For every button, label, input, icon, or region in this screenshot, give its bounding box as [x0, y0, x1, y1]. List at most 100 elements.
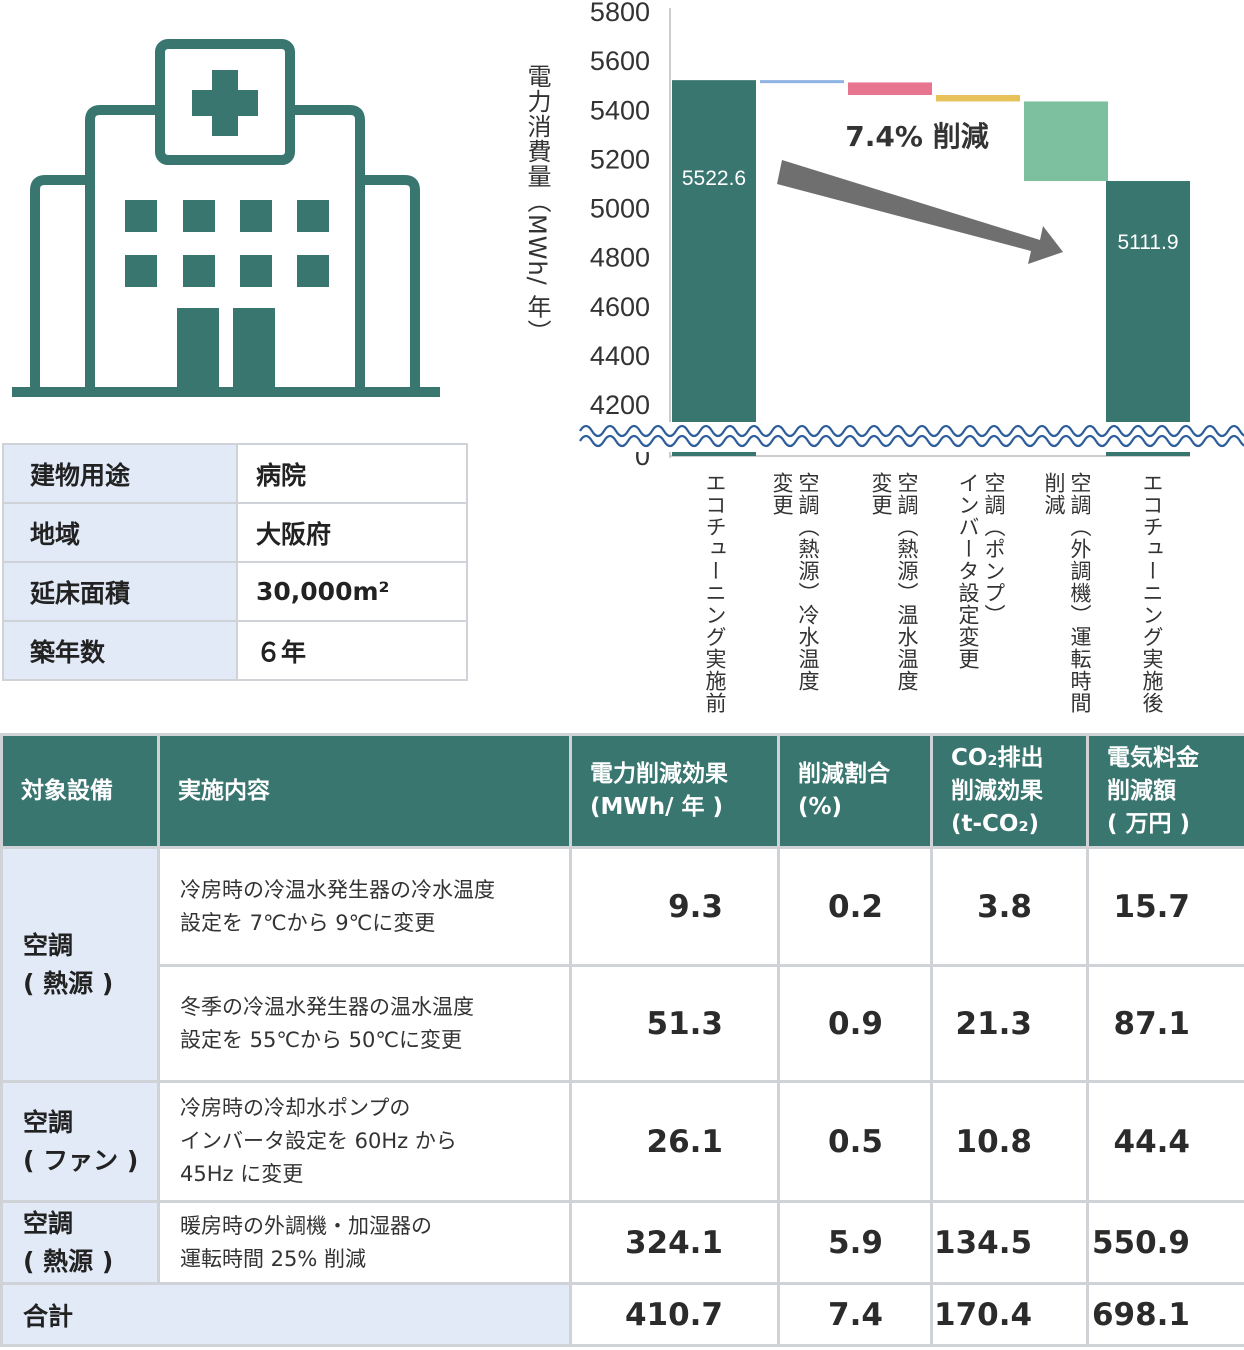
y-tick-label: 4600 [590, 292, 650, 322]
results-table: 対象設備 実施内容 電力削減効果 (MWh/ 年 ) 削減割合 (%) CO₂排出削減効果 (… [0, 733, 1244, 1347]
description-line: 冬季の冷温水発生器の温水温度 [180, 994, 474, 1019]
description-line: 冷房時の冷却水ポンプの [180, 1096, 411, 1120]
reduction-ratio-cell: 5.9 [777, 1200, 933, 1285]
power-saving-cell: 9.3 [569, 846, 780, 967]
y-tick-label: 4400 [590, 341, 650, 371]
total-ratio-cell: 7.4 [777, 1282, 933, 1347]
category-label: エコチューニング実施前 [703, 472, 727, 714]
y-tick-label: 5600 [590, 46, 650, 76]
column-header: 電力削減効果 (MWh/ 年 ) [569, 733, 780, 849]
category-label: 変更 [770, 472, 794, 516]
description-line: 45Hz に変更 [180, 1162, 304, 1186]
equipment-label: ( 熱源 ) [23, 968, 114, 998]
column-header: 削減割合 (%) [777, 733, 933, 849]
description-cell: 暖房時の外調機・加湿器の 運転時間 25% 削減 [157, 1200, 572, 1285]
y-tick-label: 5000 [590, 194, 650, 224]
co2-reduction-cell: 3.8 [930, 846, 1089, 967]
info-value: 病院 [236, 443, 468, 504]
reduction-ratio-cell: 0.5 [777, 1080, 933, 1203]
description-cell: 冷房時の冷却水ポンプのインバータ設定を 60Hz から 45Hz に変更 [157, 1080, 572, 1203]
column-header: 電気料金削減額 ( 万円 ) [1086, 733, 1244, 849]
y-tick-label: 4200 [590, 390, 650, 420]
column-header-line: 電力削減効果 [590, 761, 728, 787]
column-header-line: 実施内容 [178, 777, 270, 804]
description-line: 暖房時の外調機・加湿器の [180, 1213, 432, 1238]
equipment-cell: 空調 ( 熱源 ) [0, 846, 160, 1083]
chart-plot: 5800560054005200500048004600440042000552… [578, 0, 1244, 471]
total-power-cell: 410.7 [569, 1282, 780, 1347]
equipment-cell: 空調 ( ファン ) [0, 1080, 160, 1203]
description-line: 設定を 55℃から 50℃に変更 [180, 1027, 462, 1052]
total-cost-cell: 698.1 [1086, 1282, 1244, 1347]
info-row: 延床面積 30,000m² [2, 561, 468, 622]
equipment-cell: 空調 ( 熱源 ) [0, 1200, 160, 1285]
column-header: 実施内容 [157, 733, 572, 849]
bar-step-3 [936, 95, 1020, 102]
cost-saving-cell: 15.7 [1086, 846, 1244, 967]
reduction-arrow [777, 160, 1063, 264]
column-header-line: 削減効果 [951, 777, 1043, 804]
co2-reduction-cell: 10.8 [930, 1080, 1089, 1203]
description-cell: 冬季の冷温水発生器の温水温度 設定を 55℃から 50℃に変更 [157, 964, 572, 1083]
y-tick-label: 5400 [590, 95, 650, 125]
table-row: 空調( 熱源 ) 暖房時の外調機・加湿器の 運転時間 25% 削減 324.1 5.9 1… [0, 1200, 1244, 1285]
info-value: 大阪府 [236, 502, 468, 563]
equipment-label: 空調 [23, 1107, 74, 1137]
description-line: 運転時間 25% 削減 [180, 1246, 367, 1271]
category-label: エコチューニング実施後 [1140, 472, 1164, 714]
equipment-label: ( 熱源 ) [23, 1246, 114, 1276]
power-saving-cell: 324.1 [569, 1200, 780, 1285]
info-key: 地域 [2, 502, 238, 563]
column-header-line: 削減額 [1107, 777, 1176, 804]
power-saving-cell: 26.1 [569, 1080, 780, 1203]
category-label: インバータ設定変更 [956, 472, 980, 670]
total-label: 合計 [0, 1282, 572, 1347]
reduction-ratio-cell: 0.9 [777, 964, 933, 1083]
column-header-line: CO₂排出 [951, 744, 1044, 771]
info-key: 延床面積 [2, 561, 238, 622]
cost-saving-cell: 550.9 [1086, 1200, 1244, 1285]
category-label: 空調（外調機）運転時間 [1068, 472, 1092, 714]
equipment-label: ( ファン ) [23, 1145, 139, 1175]
bar-step-4 [1024, 101, 1108, 182]
bar-before [672, 80, 756, 456]
cost-saving-cell: 87.1 [1086, 964, 1244, 1083]
bar-after [1106, 181, 1190, 456]
equipment-label: 空調 [23, 1208, 74, 1238]
table-row: 空調 ( ファン ) 冷房時の冷却水ポンプのインバータ設定を 60Hz から 45Hz… [0, 1080, 1244, 1203]
waterfall-chart: 電力消費量（MWh/ 年） 5800 5600 5400 5200 5000 4800 46… [500, 0, 1244, 730]
column-header-line: 電気料金 [1107, 744, 1199, 771]
co2-reduction-cell: 134.5 [930, 1200, 1089, 1285]
info-value: 30,000m² [236, 561, 468, 622]
axis-break-wave [579, 434, 1244, 448]
description-line: インバータ設定を 60Hz から [180, 1129, 457, 1153]
category-label: 空調（熱源）温水温度 [895, 472, 919, 692]
hospital-icon [12, 39, 440, 397]
column-header-line: ( 万円 ) [1107, 810, 1191, 837]
bar-step-2 [848, 82, 932, 96]
equipment-label: 空調 [23, 930, 74, 960]
bar-value-label: 5111.9 [1117, 231, 1178, 254]
table-header-row: 対象設備 実施内容 電力削減効果 (MWh/ 年 ) 削減割合 (%) CO₂排出削減効果 (… [0, 733, 1244, 849]
axis-break-wave [579, 424, 1244, 438]
y-tick-label: 5800 [590, 0, 650, 27]
description-line: 設定を 7℃から 9℃に変更 [180, 910, 436, 935]
info-row: 建物用途 病院 [2, 443, 468, 504]
info-key: 建物用途 [2, 443, 238, 504]
description-line: 冷房時の冷温水発生器の冷水温度 [180, 877, 495, 902]
column-header-line: (t-CO₂) [951, 810, 1040, 837]
column-header-line: (MWh/ 年 ) [590, 794, 724, 820]
column-header-line: 削減割合 [798, 761, 890, 787]
y-axis-label: 電力消費量（MWh/ 年） [523, 64, 551, 345]
table-row: 空調 ( 熱源 ) 冷房時の冷温水発生器の冷水温度 設定を 7℃から 9℃に変更 9.3… [0, 846, 1244, 1083]
column-header-line: 対象設備 [21, 777, 113, 804]
info-value: ６年 [236, 620, 468, 681]
column-header-line: (%) [798, 794, 843, 820]
category-label: 空調（熱源）冷水温度 [796, 472, 820, 692]
building-info-table: 建物用途 病院 地域 大阪府 延床面積 30,000m² 築年数 ６年 [2, 443, 468, 681]
cost-saving-cell: 44.4 [1086, 1080, 1244, 1203]
column-header: 対象設備 [0, 733, 160, 849]
y-tick-label: 5200 [590, 144, 650, 174]
bar-value-label: 5522.6 [682, 167, 746, 190]
co2-reduction-cell: 21.3 [930, 964, 1089, 1083]
